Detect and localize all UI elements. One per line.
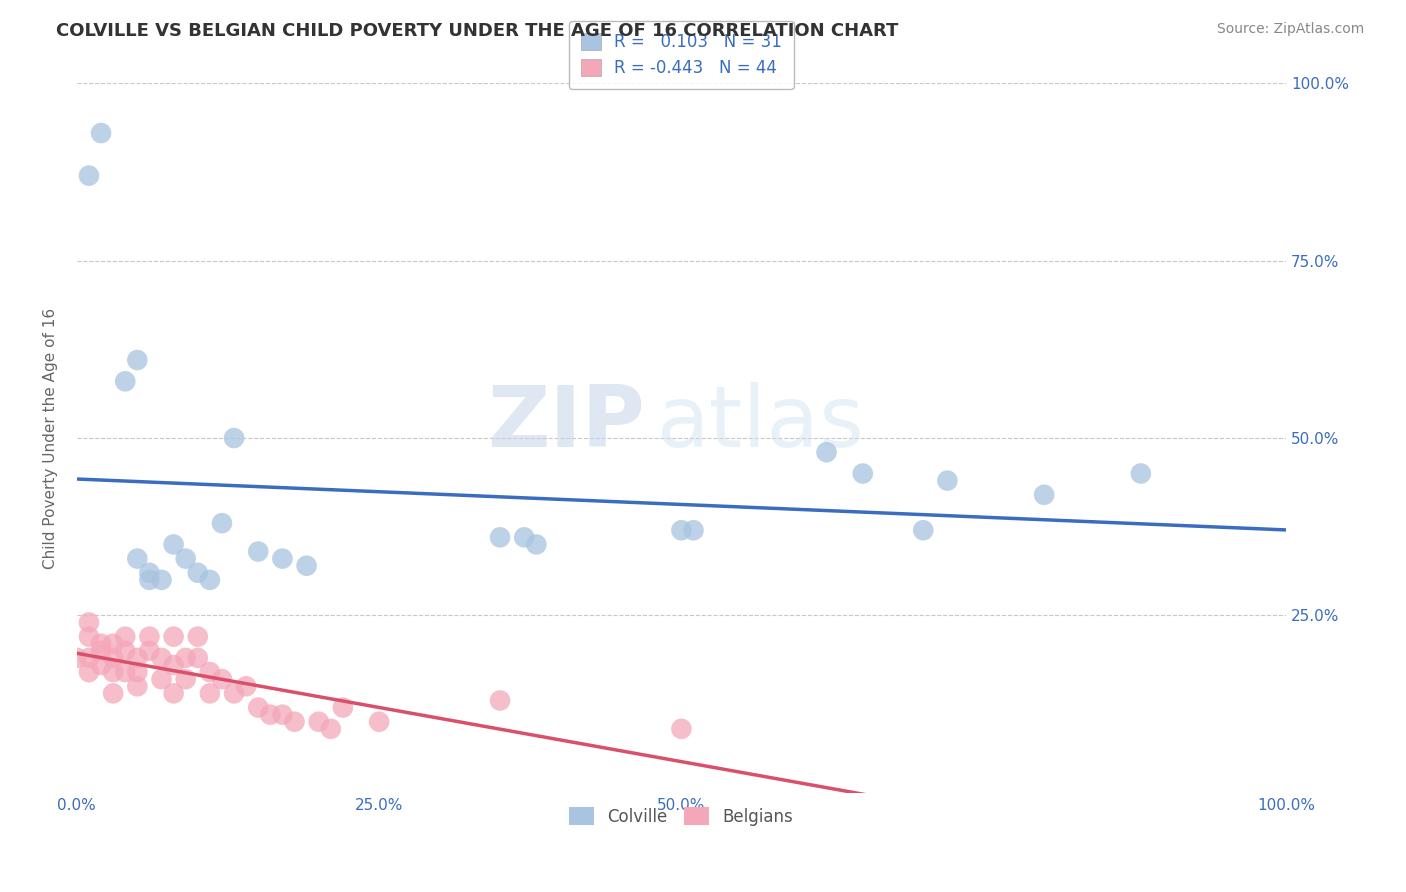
Point (138, 573, 160, 587)
Point (150, 672, 173, 686)
Point (162, 630, 184, 644)
Point (198, 665, 221, 679)
Point (1129, 467, 1152, 481)
Point (101, 651, 124, 665)
Point (127, 551, 149, 566)
Legend: Colville, Belgians: Colville, Belgians (561, 799, 801, 834)
Point (271, 707, 294, 722)
Point (77, 651, 100, 665)
Point (247, 544, 270, 558)
Point (127, 353, 149, 368)
Point (513, 530, 536, 544)
Point (138, 630, 160, 644)
Point (138, 566, 160, 580)
Point (682, 523, 704, 537)
Point (101, 686, 124, 700)
Point (319, 722, 342, 736)
Point (114, 374, 136, 388)
Point (77, 630, 100, 644)
Point (283, 714, 305, 729)
Point (198, 686, 221, 700)
Point (815, 445, 838, 459)
Point (162, 686, 184, 700)
Point (368, 714, 391, 729)
Point (114, 630, 136, 644)
Point (187, 651, 209, 665)
Point (259, 707, 281, 722)
Point (90, 126, 112, 140)
Point (174, 551, 197, 566)
Point (66, 651, 89, 665)
Point (1033, 488, 1056, 502)
Point (198, 573, 221, 587)
Y-axis label: Child Poverty Under the Age of 16: Child Poverty Under the Age of 16 (44, 308, 58, 568)
Text: Source: ZipAtlas.com: Source: ZipAtlas.com (1216, 22, 1364, 37)
Point (127, 665, 149, 679)
Point (90, 644, 112, 658)
Text: atlas: atlas (657, 383, 865, 466)
Point (77, 665, 100, 679)
Point (90, 637, 112, 651)
Point (332, 700, 354, 714)
Point (187, 630, 209, 644)
Point (211, 516, 233, 530)
Point (524, 537, 547, 551)
Point (295, 558, 318, 573)
Point (912, 523, 935, 537)
Point (77, 615, 100, 630)
Point (138, 644, 160, 658)
Point (114, 665, 136, 679)
Text: ZIP: ZIP (488, 383, 645, 466)
Point (222, 686, 245, 700)
Point (174, 672, 197, 686)
Point (222, 431, 245, 445)
Text: COLVILLE VS BELGIAN CHILD POVERTY UNDER THE AGE OF 16 CORRELATION CHART: COLVILLE VS BELGIAN CHILD POVERTY UNDER … (56, 22, 898, 40)
Point (162, 537, 184, 551)
Point (90, 658, 112, 673)
Point (247, 700, 270, 714)
Point (671, 722, 693, 736)
Point (127, 679, 149, 693)
Point (852, 467, 875, 481)
Point (77, 169, 100, 183)
Point (271, 551, 294, 566)
Point (489, 530, 512, 544)
Point (101, 665, 124, 679)
Point (114, 644, 136, 658)
Point (162, 658, 184, 673)
Point (150, 651, 173, 665)
Point (936, 474, 959, 488)
Point (127, 651, 149, 665)
Point (101, 637, 124, 651)
Point (150, 573, 173, 587)
Point (308, 714, 330, 729)
Point (174, 651, 197, 665)
Point (187, 566, 209, 580)
Point (671, 523, 693, 537)
Point (211, 672, 233, 686)
Point (235, 679, 257, 693)
Point (489, 693, 512, 707)
